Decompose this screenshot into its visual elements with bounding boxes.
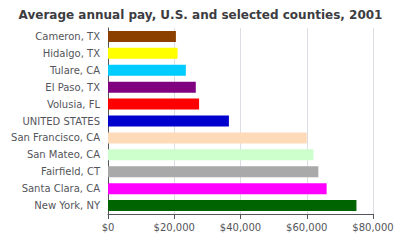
svg-text:$40,000: $40,000 — [220, 222, 261, 233]
svg-text:$60,000: $60,000 — [286, 222, 327, 233]
svg-text:New York, NY: New York, NY — [34, 200, 101, 211]
svg-text:Hidalgo, TX: Hidalgo, TX — [43, 48, 100, 59]
svg-text:Cameron, TX: Cameron, TX — [35, 31, 100, 42]
svg-text:$0: $0 — [102, 222, 115, 233]
svg-text:San Mateo, CA: San Mateo, CA — [27, 149, 100, 160]
svg-text:UNITED STATES: UNITED STATES — [22, 116, 100, 127]
svg-text:Santa Clara, CA: Santa Clara, CA — [22, 183, 101, 194]
svg-text:$20,000: $20,000 — [154, 222, 195, 233]
svg-text:$80,000: $80,000 — [352, 222, 393, 233]
svg-text:Average annual pay, U.S. and s: Average annual pay, U.S. and selected co… — [19, 8, 383, 22]
svg-text:San Francisco, CA: San Francisco, CA — [11, 132, 100, 143]
svg-text:Fairfield, CT: Fairfield, CT — [41, 166, 101, 177]
svg-text:Tulare, CA: Tulare, CA — [49, 65, 100, 76]
svg-text:El Paso, TX: El Paso, TX — [45, 82, 100, 93]
svg-text:Volusia, FL: Volusia, FL — [47, 99, 101, 110]
